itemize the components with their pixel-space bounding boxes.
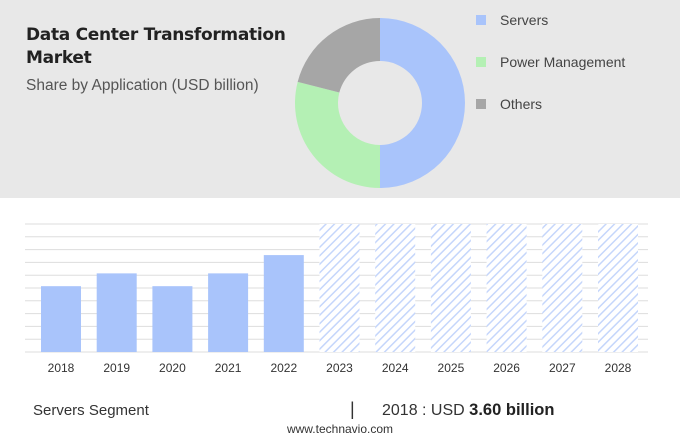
legend-item-servers: Servers [474,12,625,28]
chart-title: Data Center Transformation Market [26,25,286,68]
donut-slice-servers [380,18,465,188]
x-tick-label-2023: 2023 [326,361,353,375]
forecast-bar-2027 [542,224,583,352]
x-tick-label-2022: 2022 [270,361,297,375]
bar-chart: 2018 2019 2020 2021 2022 2023 2024 2025 2026 2027… [25,223,648,375]
bar-2018 [41,286,81,352]
forecast-bar-2025 [430,224,471,352]
donut-chart [295,18,465,188]
legend-swatch-servers [476,15,486,25]
legend-label-others: Others [500,96,543,112]
donut-slice-others [297,18,380,93]
legend-label-power-management: Power Management [500,54,626,70]
forecast-bar-2026 [486,224,527,352]
legend-swatch-others [476,99,486,109]
forecast-bar-2023 [319,224,360,352]
donut-legend: Servers Power Management Others [474,12,625,138]
x-tick-label-2018: 2018 [48,361,75,375]
footer-year-label: 2018 : USD [382,402,465,419]
forecast-bar-2024 [375,224,416,352]
x-tick-label-2028: 2028 [605,361,632,375]
legend-item-power-management: Power Management [474,54,625,70]
bar-2022 [263,255,304,352]
footer-segment: Servers Segment [33,402,149,419]
bar-2021 [208,273,249,352]
legend-label-servers: Servers [500,12,549,28]
x-tick-label-2019: 2019 [103,361,130,375]
bar-2020 [152,286,193,352]
forecast-bar-2028 [598,224,638,352]
footer-value: 3.60 billion [469,401,555,419]
footer-value-line: 2018 : USD 3.60 billion [382,401,554,420]
x-tick-label-2027: 2027 [549,361,576,375]
x-tick-label-2024: 2024 [382,361,409,375]
legend-swatch-power-management [476,57,486,67]
donut-slice-power-management [295,81,380,188]
x-tick-label-2026: 2026 [493,361,520,375]
x-tick-label-2021: 2021 [215,361,242,375]
footer-divider: | [350,399,355,419]
legend-item-others: Others [474,96,625,112]
x-tick-label-2025: 2025 [438,361,465,375]
x-tick-label-2020: 2020 [159,361,186,375]
chart-subtitle: Share by Application (USD billion) [26,77,259,94]
source-link[interactable]: www.technavio.com [286,422,394,436]
bar-2019 [96,273,137,352]
